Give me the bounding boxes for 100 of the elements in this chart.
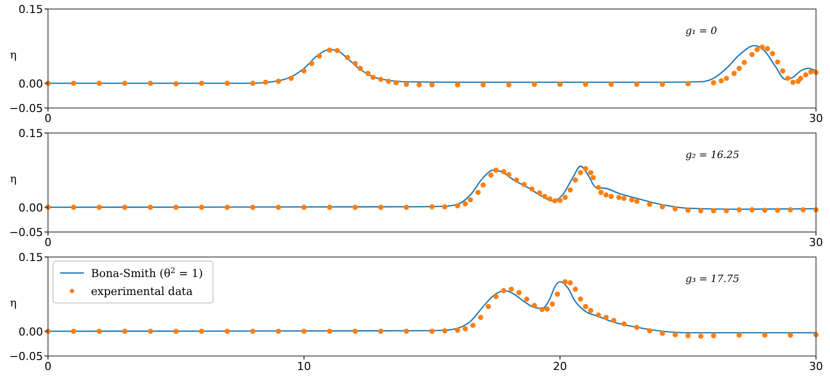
- point: [754, 46, 760, 52]
- point: [578, 296, 584, 302]
- point: [365, 70, 371, 76]
- point: [344, 54, 350, 60]
- point: [480, 82, 486, 88]
- point: [749, 52, 755, 58]
- point: [122, 328, 128, 334]
- point: [224, 328, 230, 334]
- legend-label: Bona-Smith (θ$^{2}$ = 1): [91, 266, 203, 280]
- point: [455, 82, 460, 88]
- point: [611, 318, 616, 323]
- point: [508, 286, 514, 292]
- y-tick-label: −0.05: [9, 102, 43, 115]
- x-tick-label: 0: [44, 360, 52, 373]
- point: [539, 306, 545, 312]
- y-tick-label: 0.15: [18, 251, 43, 264]
- point: [378, 328, 384, 334]
- point: [173, 81, 179, 86]
- point: [276, 328, 281, 334]
- x-tick-label: 30: [809, 236, 823, 249]
- point: [731, 70, 737, 76]
- point: [263, 80, 268, 85]
- y-axis-title: η: [10, 172, 17, 186]
- point: [532, 82, 537, 87]
- point: [501, 288, 506, 294]
- point: [309, 60, 314, 66]
- point: [516, 290, 522, 296]
- point: [764, 46, 770, 52]
- point: [672, 332, 678, 338]
- point: [780, 68, 786, 74]
- point: [122, 80, 128, 86]
- point: [770, 50, 776, 56]
- point: [199, 328, 204, 334]
- point: [608, 82, 614, 87]
- point: [316, 53, 322, 59]
- point: [96, 80, 102, 86]
- point: [524, 296, 530, 302]
- point: [386, 78, 392, 84]
- point: [334, 48, 340, 54]
- point: [742, 60, 747, 66]
- point: [352, 328, 358, 334]
- y-tick-label: −0.05: [9, 226, 43, 239]
- point: [173, 328, 179, 334]
- point: [685, 81, 691, 86]
- point: [808, 69, 814, 74]
- point: [760, 44, 765, 50]
- point: [327, 47, 332, 53]
- y-tick-label: 0.15: [18, 3, 43, 16]
- point: [96, 328, 102, 334]
- point: [148, 328, 153, 334]
- point: [288, 76, 294, 81]
- point: [352, 60, 358, 66]
- point: [583, 82, 588, 87]
- point: [486, 304, 491, 310]
- point: [736, 66, 742, 71]
- point: [71, 328, 76, 334]
- point: [572, 286, 578, 292]
- point: [660, 330, 665, 336]
- point: [301, 68, 307, 74]
- point: [455, 328, 460, 333]
- y-axis-title: η: [10, 296, 17, 310]
- annotation: g₂ = 16.25: [685, 150, 740, 161]
- point: [506, 82, 512, 88]
- point: [634, 82, 640, 87]
- point: [532, 302, 537, 308]
- annotation: g₁ = 0: [685, 26, 718, 37]
- point: [583, 304, 588, 310]
- x-tick-label: 10: [297, 360, 311, 373]
- point: [660, 82, 665, 87]
- point: [762, 332, 768, 338]
- point: [358, 66, 363, 71]
- point: [493, 294, 499, 300]
- point: [378, 76, 384, 82]
- point: [550, 301, 555, 307]
- point: [718, 78, 724, 84]
- x-tick-label: 0: [44, 112, 52, 125]
- point: [698, 334, 704, 339]
- annotation: g₃ = 17.75: [685, 274, 740, 285]
- point: [775, 59, 780, 65]
- point: [685, 333, 691, 338]
- point: [790, 80, 796, 85]
- point: [736, 332, 742, 338]
- point: [250, 328, 256, 334]
- point: [788, 332, 793, 338]
- point: [588, 308, 594, 314]
- point: [544, 306, 550, 312]
- point: [71, 80, 76, 86]
- point: [798, 76, 804, 81]
- point: [554, 292, 560, 297]
- y-tick-label: −0.05: [9, 350, 43, 363]
- point: [394, 80, 399, 86]
- y-tick-label: 0.15: [18, 127, 43, 140]
- point: [404, 82, 409, 87]
- point: [785, 76, 790, 81]
- point: [404, 328, 409, 334]
- point: [557, 82, 563, 87]
- y-tick-label: 0.00: [18, 325, 43, 338]
- point: [724, 76, 729, 81]
- point: [647, 328, 652, 334]
- legend-label: experimental data: [91, 285, 194, 298]
